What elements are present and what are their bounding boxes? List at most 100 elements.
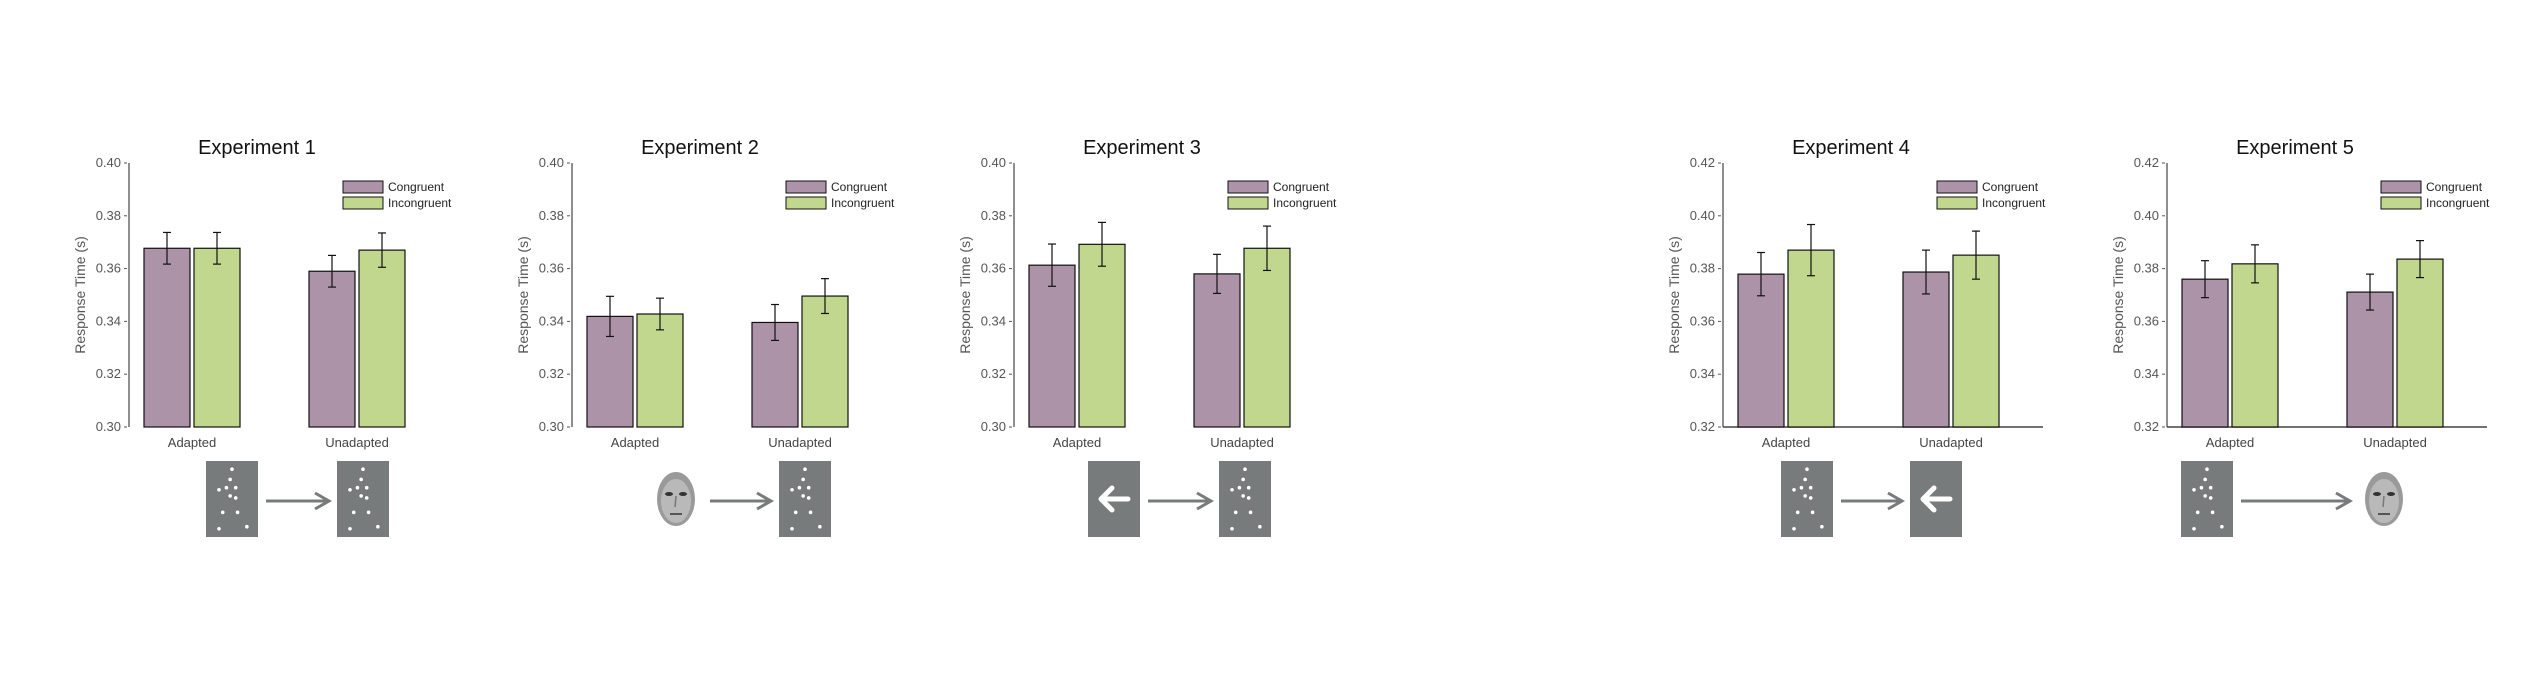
point-light-dot: [366, 510, 371, 515]
bar-congruent: [1193, 273, 1241, 428]
legend-swatch-congruent: [1936, 180, 1978, 194]
y-tick-label: 0.40: [981, 155, 1006, 170]
stimulus-adapter: [1088, 461, 1140, 537]
stimulus-adapter: [650, 461, 702, 537]
y-tick-label: 0.34: [2134, 366, 2159, 381]
y-tick-label: 0.34: [539, 313, 564, 328]
point-light-dot: [801, 494, 805, 498]
legend-label: Incongruent: [388, 196, 452, 210]
bar-incongruent: [1952, 254, 2000, 428]
legend-label: Congruent: [831, 180, 888, 194]
stimulus-adapter: [2181, 461, 2233, 537]
stimulus-background: [1219, 461, 1271, 537]
point-light-dot: [233, 496, 238, 500]
point-light-dot: [228, 477, 232, 482]
point-light-dot: [2195, 510, 2200, 515]
legend-label: Incongruent: [2426, 196, 2490, 210]
y-tick-label: 0.38: [981, 208, 1006, 223]
x-tick-label: Adapted: [2206, 435, 2254, 450]
y-tick-label: 0.36: [96, 261, 121, 276]
x-tick-label: Adapted: [168, 435, 216, 450]
chart-experiment-4: Experiment 4 0.32 0.34 0.36 0.38 0.40 0.42 Resp…: [1666, 137, 2046, 537]
chart-title: Experiment 4: [1792, 137, 1910, 159]
point-light-dot: [364, 485, 369, 490]
point-light-dot: [1810, 510, 1815, 515]
bar-congruent: [2181, 278, 2229, 428]
bar-incongruent: [636, 313, 684, 428]
point-light-dot: [2208, 496, 2213, 500]
face-nose: [674, 495, 677, 508]
y-tick-label: 0.38: [539, 208, 564, 223]
point-light-dot: [1230, 487, 1234, 492]
y-tick-label: 0.40: [539, 155, 564, 170]
point-light-dot: [797, 485, 802, 490]
point-light-dot: [376, 524, 380, 529]
stimulus-background: [2181, 461, 2233, 537]
y-tick-label: 0.34: [96, 313, 121, 328]
x-tick-label: Unadapted: [1210, 435, 1274, 450]
face-nose: [2382, 495, 2385, 508]
legend-swatch-incongruent: [1227, 196, 1269, 210]
right-arrow-icon: [2241, 491, 2354, 511]
bar-congruent: [1737, 273, 1785, 428]
point-light-dot: [217, 526, 221, 531]
bar-incongruent: [1078, 243, 1126, 428]
point-light-dot: [1233, 510, 1238, 515]
legend-label: Incongruent: [831, 196, 895, 210]
y-tick-label: 0.36: [1690, 313, 1715, 328]
face-eye-right: [2387, 492, 2395, 496]
y-tick-label: 0.32: [1690, 419, 1715, 434]
point-light-dot: [235, 510, 240, 515]
y-tick-label: 0.34: [981, 313, 1006, 328]
point-light-dot: [1258, 524, 1262, 529]
bar-congruent: [2346, 291, 2394, 428]
point-light-dot: [1792, 487, 1796, 492]
point-light-dot: [1248, 510, 1253, 515]
y-tick-label: 0.32: [539, 366, 564, 381]
point-light-dot: [801, 477, 805, 482]
x-tick-label: Unadapted: [325, 435, 389, 450]
face-eye-right: [679, 492, 687, 496]
y-axis-label: Response Time (s): [957, 236, 973, 353]
point-light-dot: [2199, 485, 2204, 490]
bar-incongruent: [1787, 249, 1835, 428]
point-light-dot: [359, 477, 363, 482]
point-light-dot: [220, 510, 225, 515]
x-tick-label: Adapted: [1053, 435, 1101, 450]
stimulus-background: [206, 461, 258, 537]
y-tick-label: 0.30: [981, 419, 1006, 434]
legend-label: Congruent: [1273, 180, 1330, 194]
legend-swatch-incongruent: [342, 196, 384, 210]
point-light-dot: [233, 485, 238, 490]
legend-label: Incongruent: [1273, 196, 1337, 210]
chart-experiment-3: Experiment 3 0.30 0.32 0.34 0.36 0.38 0.40 Resp…: [957, 137, 1337, 537]
point-light-dot: [1241, 477, 1245, 482]
stimulus-test: [1219, 461, 1271, 537]
legend-label: Congruent: [1982, 180, 2039, 194]
point-light-dot: [1246, 485, 1251, 490]
point-light-dot: [355, 485, 360, 490]
legend-swatch-congruent: [785, 180, 827, 194]
stimulus-adapter: [206, 461, 258, 537]
y-tick-label: 0.34: [1690, 366, 1715, 381]
point-light-dot: [359, 494, 363, 498]
point-light-dot: [2203, 494, 2207, 498]
point-light-dot: [2210, 510, 2215, 515]
left-arrow-icon: [1098, 485, 1131, 513]
bar-incongruent: [193, 247, 241, 428]
y-axis-label: Response Time (s): [2110, 236, 2126, 353]
bar-congruent: [1028, 264, 1076, 428]
y-tick-label: 0.40: [1690, 208, 1715, 223]
point-light-dot: [790, 487, 794, 492]
legend-label: Congruent: [388, 180, 445, 194]
point-light-dot: [2208, 485, 2213, 490]
x-tick-label: Adapted: [1762, 435, 1810, 450]
point-light-dot: [348, 487, 352, 492]
face-eye-left: [2373, 492, 2381, 496]
bar-incongruent: [358, 249, 406, 428]
chart-title: Experiment 2: [641, 137, 759, 159]
point-light-dot: [224, 485, 229, 490]
stimulus-background: [337, 461, 389, 537]
chart-title: Experiment 3: [1083, 137, 1201, 159]
